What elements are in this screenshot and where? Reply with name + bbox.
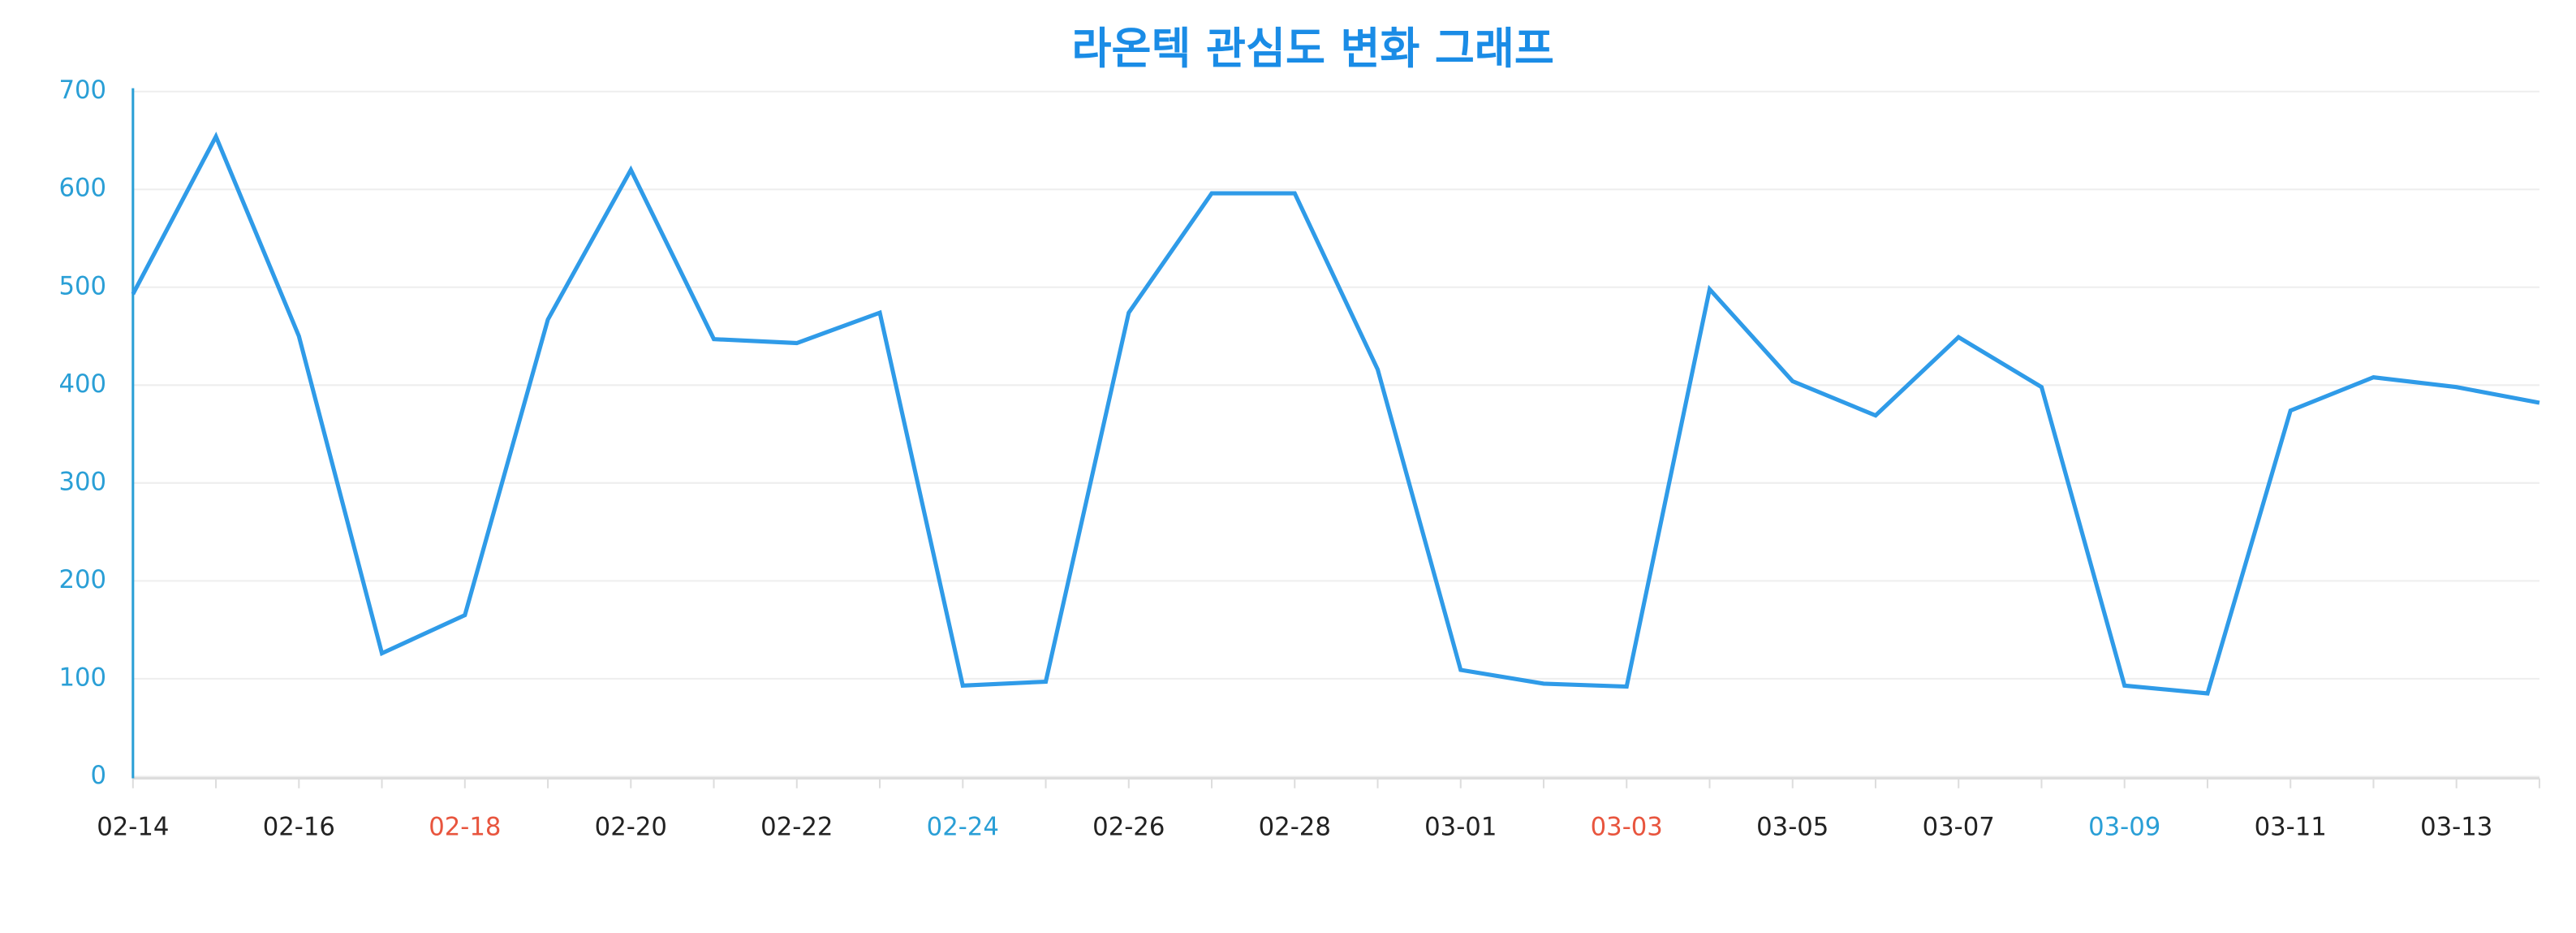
x-tick-label: 02-24 [927,812,999,841]
y-tick-label: 300 [58,467,106,496]
x-tick-label: 02-16 [263,812,335,841]
x-tick-label: 02-28 [1259,812,1331,841]
y-tick-label: 400 [58,369,106,399]
x-tick-label: 03-09 [2088,812,2160,841]
data-line [131,132,2540,696]
y-tick-label: 200 [58,565,106,594]
x-tick-label: 03-11 [2255,812,2327,841]
chart-title: 라온텍 관심도 변화 그래프 [1072,24,1554,74]
x-tick-label: 03-13 [2420,812,2492,841]
x-tick-label: 02-22 [760,812,833,841]
y-tick-label: 500 [58,271,106,300]
x-tick-label: 03-03 [1591,812,1663,841]
y-tick-label: 700 [58,76,106,105]
x-tick-label: 03-07 [1923,812,1995,841]
x-tick-label: 03-01 [1424,812,1497,841]
x-tick-label: 02-18 [429,812,501,841]
x-tick-label: 03-05 [1756,812,1829,841]
x-tick-label: 02-26 [1092,812,1165,841]
x-tick-label: 02-20 [595,812,667,841]
x-tick-label: 02-14 [97,812,169,841]
y-tick-label: 600 [58,174,106,203]
y-tick-label: 100 [58,663,106,692]
y-tick-label: 0 [91,761,107,790]
